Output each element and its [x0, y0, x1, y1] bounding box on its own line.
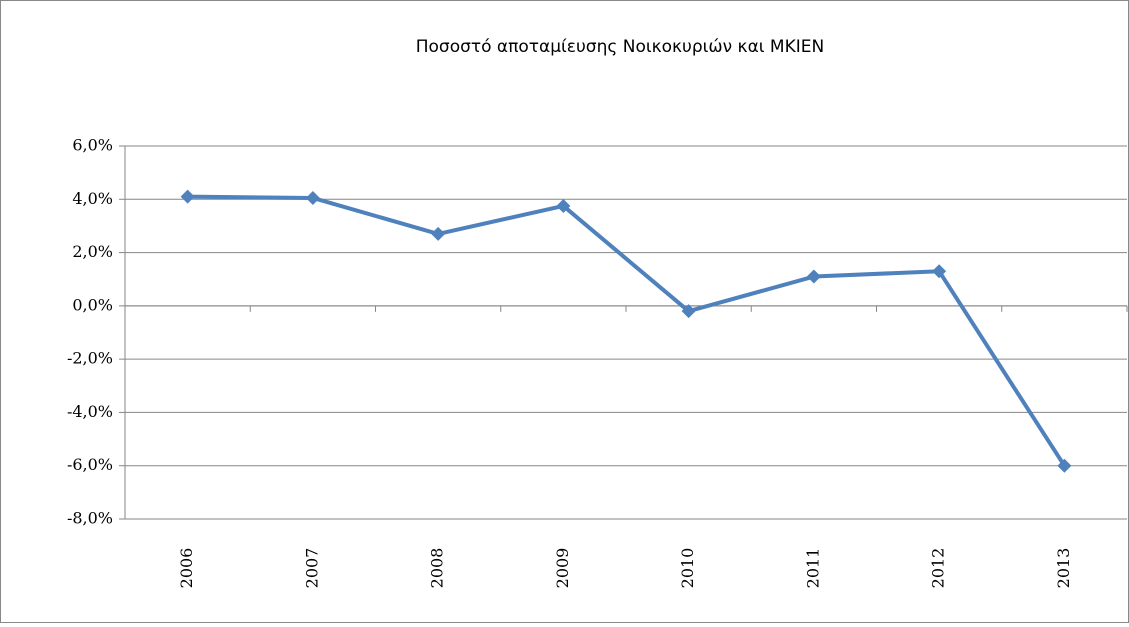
x-tick-label: 2006: [177, 548, 196, 589]
x-tick-label: 2007: [302, 548, 321, 589]
marker: [806, 269, 821, 284]
x-tick-label: 2009: [553, 548, 572, 589]
x-tick-label: 2013: [1054, 548, 1073, 589]
y-tick-label: 0,0%: [72, 295, 113, 314]
marker: [681, 304, 696, 319]
x-tick-label: 2010: [678, 548, 697, 589]
y-tick-label: 2,0%: [72, 242, 113, 261]
x-tick-label: 2008: [428, 548, 447, 589]
line: [187, 194, 1067, 467]
y-tick-label: 6,0%: [72, 136, 113, 155]
y-tick-label: -2,0%: [67, 349, 113, 368]
marker: [180, 189, 195, 204]
marker: [1057, 458, 1072, 473]
x-tick-label: 2011: [803, 548, 822, 589]
x-tick-label: 2012: [929, 548, 948, 589]
chart-title: Ποσοστό αποταμίευσης Νοικοκυριών και ΜΚΙ…: [416, 37, 824, 57]
y-tick-label: -6,0%: [67, 455, 113, 474]
marker: [305, 190, 320, 205]
y-tick-label: -8,0%: [67, 509, 113, 528]
y-tick-label: -4,0%: [67, 402, 113, 421]
y-tick-label: 4,0%: [72, 189, 113, 208]
marker: [431, 226, 446, 241]
marker: [932, 264, 947, 279]
marker: [556, 198, 571, 213]
